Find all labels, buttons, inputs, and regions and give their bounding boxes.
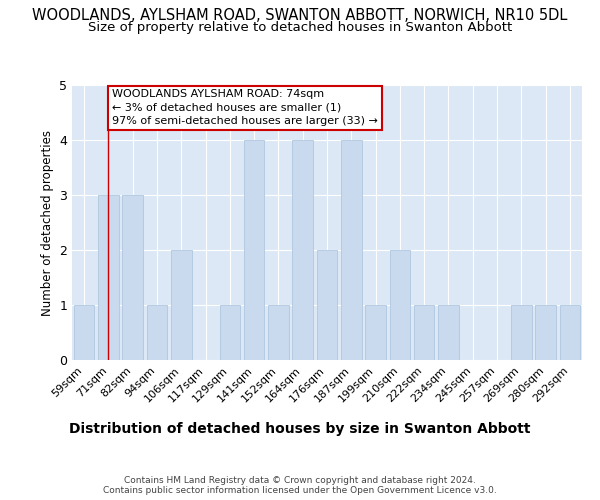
- Bar: [560, 305, 580, 360]
- Bar: [317, 250, 337, 360]
- Bar: [74, 305, 94, 360]
- Bar: [414, 305, 434, 360]
- Text: WOODLANDS, AYLSHAM ROAD, SWANTON ABBOTT, NORWICH, NR10 5DL: WOODLANDS, AYLSHAM ROAD, SWANTON ABBOTT,…: [32, 8, 568, 22]
- Bar: [268, 305, 289, 360]
- Bar: [171, 250, 191, 360]
- Bar: [389, 250, 410, 360]
- Bar: [98, 195, 119, 360]
- Text: Size of property relative to detached houses in Swanton Abbott: Size of property relative to detached ho…: [88, 21, 512, 34]
- Text: WOODLANDS AYLSHAM ROAD: 74sqm
← 3% of detached houses are smaller (1)
97% of sem: WOODLANDS AYLSHAM ROAD: 74sqm ← 3% of de…: [112, 90, 378, 126]
- Bar: [292, 140, 313, 360]
- Bar: [220, 305, 240, 360]
- Text: Distribution of detached houses by size in Swanton Abbott: Distribution of detached houses by size …: [69, 422, 531, 436]
- Text: Contains HM Land Registry data © Crown copyright and database right 2024.
Contai: Contains HM Land Registry data © Crown c…: [103, 476, 497, 495]
- Bar: [438, 305, 459, 360]
- Y-axis label: Number of detached properties: Number of detached properties: [41, 130, 53, 316]
- Bar: [341, 140, 362, 360]
- Bar: [146, 305, 167, 360]
- Bar: [244, 140, 265, 360]
- Bar: [122, 195, 143, 360]
- Bar: [365, 305, 386, 360]
- Bar: [535, 305, 556, 360]
- Bar: [511, 305, 532, 360]
